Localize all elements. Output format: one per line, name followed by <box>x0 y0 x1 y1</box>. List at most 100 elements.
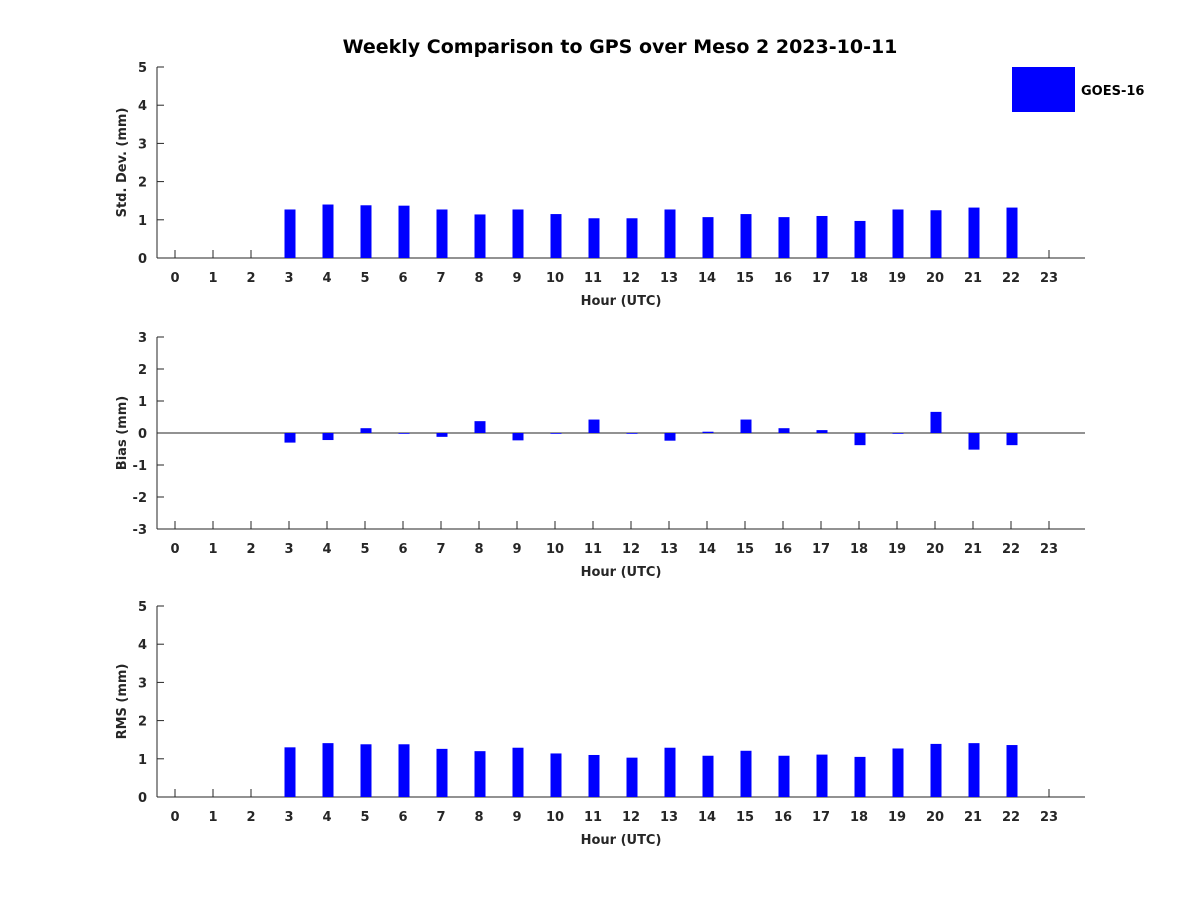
bar-bias-hour-4 <box>322 433 334 441</box>
y-tick-label: 0 <box>138 252 147 267</box>
x-tick-label: 10 <box>546 271 564 286</box>
bar-rms-hour-18 <box>854 756 866 797</box>
bar-std-hour-19 <box>892 209 904 258</box>
x-tick-label: 1 <box>208 810 217 825</box>
x-tick-label: 6 <box>398 542 407 557</box>
x-tick-label: 13 <box>660 810 678 825</box>
bar-bias-hour-15 <box>740 419 752 433</box>
bar-rms-hour-5 <box>360 744 372 797</box>
legend-swatch <box>1012 67 1075 112</box>
bar-rms-hour-8 <box>474 751 486 797</box>
bar-bias-hour-19 <box>892 433 904 434</box>
x-tick-label: 8 <box>474 810 483 825</box>
y-tick-label: 1 <box>138 753 147 768</box>
bar-std-hour-3 <box>284 209 296 258</box>
x-tick-label: 11 <box>584 810 602 825</box>
x-tick-label: 6 <box>398 271 407 286</box>
bar-bias-hour-16 <box>778 428 790 433</box>
x-tick-label: 1 <box>208 271 217 286</box>
bar-bias-hour-12 <box>626 433 638 434</box>
x-tick-label: 2 <box>246 810 255 825</box>
bar-std-hour-18 <box>854 220 866 258</box>
bar-rms-hour-15 <box>740 750 752 797</box>
x-tick-label: 0 <box>170 271 179 286</box>
y-tick-label: 4 <box>138 99 147 114</box>
y-tick-label: 0 <box>138 791 147 806</box>
x-tick-label: 19 <box>888 271 906 286</box>
x-tick-label: 4 <box>322 810 331 825</box>
y-tick-label: 0 <box>138 427 147 442</box>
x-tick-label: 21 <box>964 810 982 825</box>
bar-rms-hour-9 <box>512 747 524 797</box>
x-tick-label: 3 <box>284 542 293 557</box>
bar-std-hour-13 <box>664 209 676 258</box>
bar-bias-hour-21 <box>968 433 980 450</box>
x-tick-label: 16 <box>774 542 792 557</box>
y-tick-label: 2 <box>138 363 147 378</box>
bar-bias-hour-18 <box>854 433 866 446</box>
bar-std-hour-16 <box>778 217 790 258</box>
y-tick-label: -3 <box>133 523 147 538</box>
y-tick-label: 1 <box>138 395 147 410</box>
bar-bias-hour-17 <box>816 430 828 433</box>
y-tick-label: 1 <box>138 214 147 229</box>
x-tick-label: 9 <box>512 810 521 825</box>
bar-std-hour-20 <box>930 210 942 258</box>
x-tick-label: 5 <box>360 810 369 825</box>
x-tick-label: 18 <box>850 810 868 825</box>
bar-std-hour-8 <box>474 214 486 258</box>
bar-std-hour-21 <box>968 207 980 258</box>
x-tick-label: 19 <box>888 542 906 557</box>
x-tick-label: 2 <box>246 271 255 286</box>
x-tick-label: 12 <box>622 542 640 557</box>
x-tick-label: 23 <box>1040 810 1058 825</box>
x-tick-label: 0 <box>170 542 179 557</box>
y-tick-label: 5 <box>138 600 147 615</box>
x-tick-label: 23 <box>1040 271 1058 286</box>
bar-std-hour-10 <box>550 214 562 258</box>
x-tick-label: 4 <box>322 271 331 286</box>
bar-std-hour-12 <box>626 218 638 258</box>
y-tick-label: -2 <box>133 491 147 506</box>
bar-bias-hour-8 <box>474 421 486 433</box>
bar-rms-hour-4 <box>322 743 334 797</box>
x-tick-label: 20 <box>926 271 944 286</box>
x-tick-label: 7 <box>436 810 445 825</box>
x-tick-label: 16 <box>774 810 792 825</box>
y-tick-label: 3 <box>138 137 147 152</box>
y-tick-label: 3 <box>138 331 147 346</box>
bar-bias-hour-13 <box>664 433 676 441</box>
bar-rms-hour-16 <box>778 755 790 797</box>
bar-std-hour-14 <box>702 217 714 258</box>
bar-std-hour-7 <box>436 209 448 258</box>
bar-std-hour-4 <box>322 204 334 258</box>
x-tick-label: 22 <box>1002 810 1020 825</box>
x-tick-label: 8 <box>474 271 483 286</box>
y-tick-label: 2 <box>138 176 147 191</box>
bar-rms-hour-12 <box>626 757 638 797</box>
x-tick-label: 15 <box>736 810 754 825</box>
bar-bias-hour-7 <box>436 433 448 437</box>
bar-bias-hour-22 <box>1006 433 1018 446</box>
x-tick-label: 8 <box>474 542 483 557</box>
bar-rms-hour-22 <box>1006 745 1018 797</box>
y-axis-label: RMS (mm) <box>115 664 130 740</box>
bar-rms-hour-11 <box>588 754 600 797</box>
x-tick-label: 9 <box>512 271 521 286</box>
bar-std-hour-5 <box>360 205 372 258</box>
x-tick-label: 18 <box>850 542 868 557</box>
x-tick-label: 20 <box>926 810 944 825</box>
bar-bias-hour-20 <box>930 411 942 433</box>
x-tick-label: 15 <box>736 542 754 557</box>
x-tick-label: 14 <box>698 542 716 557</box>
x-tick-label: 10 <box>546 542 564 557</box>
bar-rms-hour-21 <box>968 743 980 797</box>
x-tick-label: 21 <box>964 271 982 286</box>
bar-bias-hour-3 <box>284 433 296 443</box>
x-tick-label: 5 <box>360 271 369 286</box>
